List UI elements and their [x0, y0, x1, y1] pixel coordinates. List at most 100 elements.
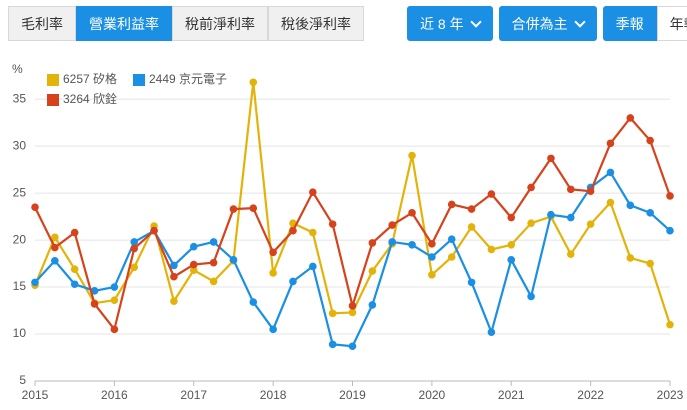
range-dropdown[interactable]: 近 8 年	[407, 6, 493, 41]
data-point	[31, 203, 39, 212]
tab[interactable]: 稅後淨利率	[268, 6, 364, 41]
data-point	[467, 278, 476, 287]
data-point	[388, 221, 396, 229]
data-point	[507, 240, 516, 249]
data-point	[189, 242, 198, 251]
data-point	[51, 256, 59, 265]
data-point	[606, 168, 615, 177]
data-point	[527, 183, 535, 192]
x-tick-label: 2015	[22, 388, 49, 402]
data-point	[428, 271, 436, 279]
data-point	[368, 239, 377, 247]
x-tick-label: 2019	[339, 388, 366, 402]
data-point	[447, 235, 456, 243]
data-point	[90, 287, 99, 295]
data-point	[368, 267, 377, 275]
ratio-tabs: 毛利率 營業利益率 稅前淨利率 稅後淨利率	[8, 6, 364, 41]
data-point	[249, 78, 258, 87]
data-point	[170, 261, 178, 270]
legend-label: 3264 欣銓	[63, 91, 117, 106]
data-point	[309, 188, 317, 196]
data-point	[70, 228, 79, 237]
data-point	[110, 325, 119, 334]
data-point	[249, 204, 258, 212]
data-point	[626, 114, 635, 122]
data-point	[130, 263, 139, 272]
data-point	[170, 272, 178, 281]
tab[interactable]: 毛利率	[8, 6, 76, 41]
data-point	[269, 248, 277, 257]
data-point	[566, 213, 575, 222]
data-point	[328, 220, 337, 228]
data-point	[130, 244, 139, 253]
x-tick-label: 2018	[260, 388, 287, 402]
data-point	[189, 260, 198, 269]
data-point	[388, 238, 396, 246]
data-point	[309, 262, 317, 271]
data-point	[348, 302, 357, 310]
tab[interactable]: 稅前淨利率	[172, 6, 268, 41]
data-point	[328, 309, 337, 318]
data-point	[289, 226, 297, 235]
data-point	[566, 185, 575, 194]
data-point	[31, 278, 39, 287]
data-point	[408, 151, 416, 160]
data-point	[527, 292, 535, 301]
y-tick-label: 15	[13, 279, 27, 293]
data-point	[110, 296, 119, 305]
data-point	[209, 258, 218, 267]
data-point	[586, 187, 595, 196]
data-point	[527, 219, 535, 227]
data-point	[368, 301, 377, 309]
y-tick-label: 5	[19, 373, 26, 387]
series-line	[33, 82, 672, 325]
data-point	[229, 256, 238, 264]
legend-swatch	[47, 94, 59, 106]
y-tick-label: 35	[13, 91, 27, 105]
series-line	[34, 116, 672, 332]
basis-dropdown[interactable]: 合併為主	[498, 6, 597, 41]
filter-controls: 近 8 年 合併為主 季報 年報	[407, 6, 687, 41]
data-point	[90, 300, 99, 308]
legend-label: 6257 矽格	[63, 71, 117, 86]
y-tick-label: 25	[13, 185, 27, 199]
tab[interactable]: 營業利益率	[76, 6, 172, 41]
data-point	[626, 254, 635, 262]
data-point	[428, 253, 436, 261]
legend-label: 2449 京元電子	[149, 72, 227, 86]
x-tick-label: 2022	[577, 388, 604, 402]
data-point	[646, 209, 654, 217]
data-point	[606, 198, 615, 207]
legend-swatch	[133, 74, 145, 86]
data-point	[447, 200, 456, 209]
data-point	[209, 238, 218, 246]
y-unit: %	[12, 62, 23, 76]
x-tick-label: 2021	[498, 388, 525, 402]
data-point	[328, 340, 337, 349]
data-point	[408, 240, 416, 249]
data-point	[666, 226, 674, 235]
data-point	[269, 269, 277, 277]
data-point	[467, 223, 476, 231]
data-point	[51, 233, 59, 242]
data-point	[348, 308, 357, 317]
data-point	[507, 256, 516, 264]
data-point	[646, 259, 654, 268]
data-point	[309, 228, 317, 237]
data-point	[467, 205, 476, 213]
data-point	[646, 136, 654, 145]
data-point	[70, 265, 79, 274]
period-toggle[interactable]: 季報	[602, 6, 657, 41]
data-point	[189, 266, 198, 274]
x-tick-label: 2016	[101, 388, 128, 402]
data-point	[110, 283, 119, 291]
data-point	[666, 192, 674, 200]
data-point	[130, 238, 139, 246]
data-point	[566, 250, 575, 258]
period-toggle[interactable]: 年報	[656, 6, 687, 41]
data-point	[408, 209, 416, 217]
y-tick-label: 30	[13, 138, 27, 152]
y-tick-label: 10	[13, 326, 27, 340]
x-tick-label: 2020	[419, 388, 446, 402]
